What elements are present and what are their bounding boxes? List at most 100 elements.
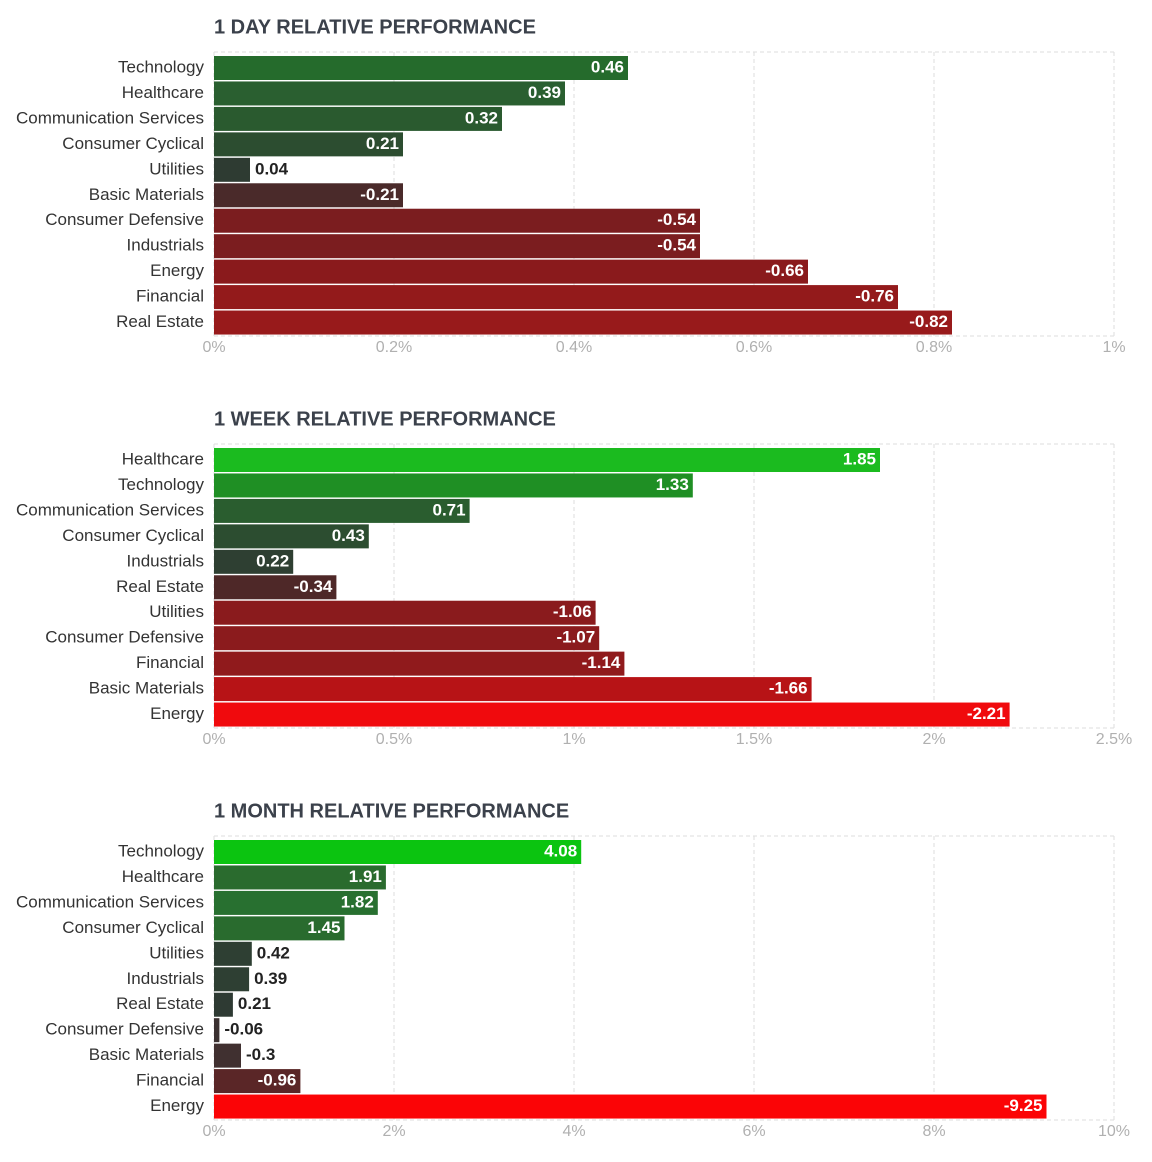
bar — [214, 677, 812, 702]
bar — [214, 992, 233, 1017]
category-label: Communication Services — [16, 108, 204, 127]
category-label: Technology — [118, 475, 205, 494]
value-label: 0.21 — [238, 994, 271, 1013]
x-tick-label: 1.5% — [736, 731, 772, 748]
bar — [214, 259, 808, 284]
x-tick-label: 4% — [562, 1123, 585, 1140]
bar — [214, 524, 369, 549]
category-label: Real Estate — [116, 312, 204, 331]
bar — [214, 1069, 301, 1094]
bar — [214, 473, 693, 498]
category-label: Energy — [150, 1096, 204, 1115]
x-tick-label: 0% — [202, 1123, 225, 1140]
category-label: Utilities — [149, 602, 204, 621]
value-label: -0.54 — [657, 236, 696, 255]
value-label: -0.34 — [294, 577, 333, 596]
category-label: Consumer Cyclical — [62, 918, 204, 937]
bar — [214, 208, 700, 233]
category-label: Financial — [136, 287, 204, 306]
category-label: Industrials — [127, 969, 204, 988]
value-label: -0.06 — [224, 1020, 263, 1039]
value-label: 0.21 — [366, 134, 399, 153]
bar — [214, 941, 252, 966]
value-label: -0.66 — [765, 261, 804, 280]
value-label: 1.33 — [656, 475, 689, 494]
value-label: 1.91 — [349, 867, 382, 886]
bar — [214, 702, 1010, 727]
category-label: Basic Materials — [89, 1045, 204, 1064]
category-label: Consumer Cyclical — [62, 526, 204, 545]
bar — [214, 56, 628, 80]
x-tick-label: 0.2% — [376, 339, 412, 356]
value-label: 0.42 — [257, 943, 290, 962]
bar — [214, 234, 700, 259]
category-label: Healthcare — [122, 83, 204, 102]
bar — [214, 865, 386, 890]
category-label: Industrials — [127, 236, 204, 255]
value-label: 0.39 — [528, 83, 561, 102]
category-label: Healthcare — [122, 449, 204, 468]
category-label: Energy — [150, 261, 204, 280]
x-tick-label: 0.6% — [736, 339, 772, 356]
bar — [214, 498, 470, 523]
x-tick-label: 6% — [742, 1123, 765, 1140]
value-label: -0.96 — [258, 1071, 297, 1090]
value-label: 0.43 — [332, 526, 365, 545]
category-label: Consumer Defensive — [45, 1020, 204, 1039]
bar — [214, 840, 582, 864]
x-tick-label: 0.5% — [376, 731, 412, 748]
bar — [214, 651, 625, 676]
x-tick-label: 2.5% — [1096, 731, 1132, 748]
value-label: -9.25 — [1004, 1096, 1043, 1115]
value-label: 0.39 — [254, 969, 287, 988]
bar — [214, 183, 403, 208]
category-label: Basic Materials — [89, 185, 204, 204]
category-label: Financial — [136, 653, 204, 672]
bar — [214, 1018, 220, 1043]
category-label: Utilities — [149, 159, 204, 178]
category-label: Financial — [136, 1071, 204, 1090]
chart-title: 1 WEEK RELATIVE PERFORMANCE — [214, 408, 556, 430]
chart-title: 1 MONTH RELATIVE PERFORMANCE — [214, 800, 569, 822]
bar — [214, 549, 294, 574]
value-label: -2.21 — [967, 704, 1006, 723]
value-label: -1.66 — [769, 679, 808, 698]
value-label: -1.06 — [553, 602, 592, 621]
category-label: Communication Services — [16, 500, 204, 519]
bar — [214, 132, 403, 157]
chart-title: 1 DAY RELATIVE PERFORMANCE — [214, 16, 536, 38]
x-tick-label: 0% — [202, 339, 225, 356]
category-label: Consumer Defensive — [45, 210, 204, 229]
category-label: Communication Services — [16, 892, 204, 911]
bar — [214, 1094, 1047, 1119]
value-label: -1.14 — [582, 653, 621, 672]
value-label: -0.21 — [360, 185, 399, 204]
value-label: 0.04 — [255, 159, 289, 178]
category-label: Energy — [150, 704, 204, 723]
value-label: -0.54 — [657, 210, 696, 229]
bar — [214, 81, 565, 106]
category-label: Utilities — [149, 943, 204, 962]
bar — [214, 626, 600, 651]
category-label: Real Estate — [116, 577, 204, 596]
value-label: 0.22 — [256, 551, 289, 570]
value-label: -1.07 — [556, 628, 595, 647]
value-label: 0.71 — [433, 500, 466, 519]
x-tick-label: 1% — [1102, 339, 1125, 356]
bar — [214, 310, 952, 335]
x-tick-label: 0.4% — [556, 339, 592, 356]
category-label: Technology — [118, 841, 205, 860]
bar — [214, 575, 337, 600]
value-label: 1.82 — [341, 892, 374, 911]
category-label: Industrials — [127, 551, 204, 570]
x-tick-label: 0.8% — [916, 339, 952, 356]
value-label: 1.85 — [843, 449, 876, 468]
bar — [214, 1043, 241, 1068]
category-label: Basic Materials — [89, 679, 204, 698]
value-label: -0.76 — [855, 287, 894, 306]
value-label: -0.3 — [246, 1045, 275, 1064]
category-label: Real Estate — [116, 994, 204, 1013]
x-tick-label: 2% — [382, 1123, 405, 1140]
bar — [214, 916, 345, 941]
